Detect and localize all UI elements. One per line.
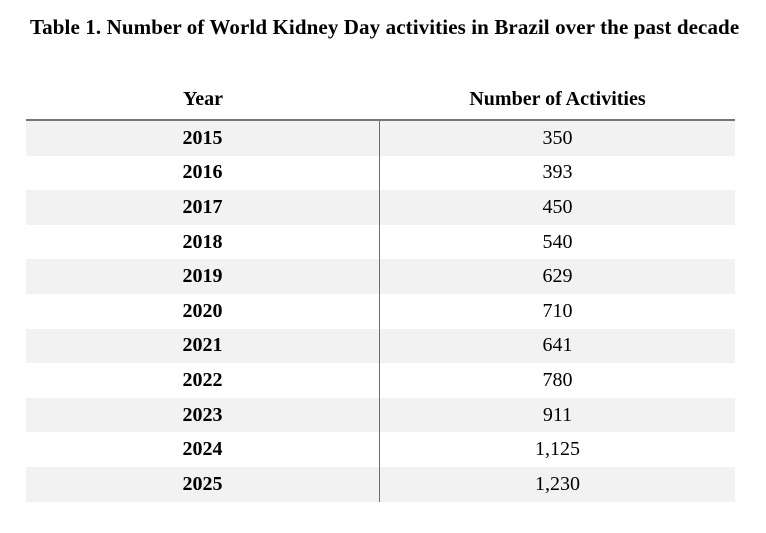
year-cell: 2016 [26, 155, 380, 191]
activities-cell: 780 [542, 368, 573, 391]
table-row: 2022 780 [26, 363, 735, 398]
activities-cell: 1,230 [535, 472, 580, 495]
activities-cell: 350 [542, 126, 573, 149]
table-row: 2020 710 [26, 293, 735, 329]
activities-cell: 1,125 [535, 438, 580, 461]
table-row: 2018 540 [26, 224, 735, 260]
table-row: 2019 629 [26, 259, 735, 294]
table-row: 2016 393 [26, 155, 735, 191]
year-cell: 2022 [26, 363, 380, 398]
table-row: 2024 1,125 [26, 432, 735, 467]
table-caption: Table 1. Number of World Kidney Day acti… [30, 15, 740, 39]
activities-cell: 540 [542, 230, 573, 253]
table-row: 2017 450 [26, 190, 735, 225]
table-row: 2025 1,230 [26, 466, 735, 502]
year-cell: 2018 [26, 224, 380, 260]
activities-cell: 641 [542, 334, 573, 357]
year-cell: 2019 [26, 259, 380, 294]
year-cell: 2024 [26, 432, 380, 467]
column-header-activities: Number of Activities [469, 87, 646, 110]
year-cell: 2015 [26, 121, 380, 156]
data-table: Year Number of Activities 2015 350 2016 … [26, 79, 735, 502]
year-cell: 2021 [26, 328, 380, 364]
year-cell: 2017 [26, 190, 380, 225]
table-row: 2015 350 [26, 121, 735, 156]
activities-cell: 710 [542, 299, 573, 322]
activities-cell: 393 [542, 161, 573, 184]
table-header-row: Year Number of Activities [26, 79, 735, 119]
year-cell: 2020 [26, 293, 380, 329]
activities-cell: 629 [542, 265, 573, 288]
year-cell: 2023 [26, 397, 380, 433]
table-row: 2021 641 [26, 328, 735, 364]
table-row: 2023 911 [26, 397, 735, 433]
table-body: 2015 350 2016 393 2017 450 2018 540 2019… [26, 119, 735, 502]
column-header-year: Year [183, 87, 223, 110]
activities-cell: 911 [542, 403, 573, 426]
year-cell: 2025 [26, 466, 380, 502]
activities-cell: 450 [542, 195, 573, 218]
